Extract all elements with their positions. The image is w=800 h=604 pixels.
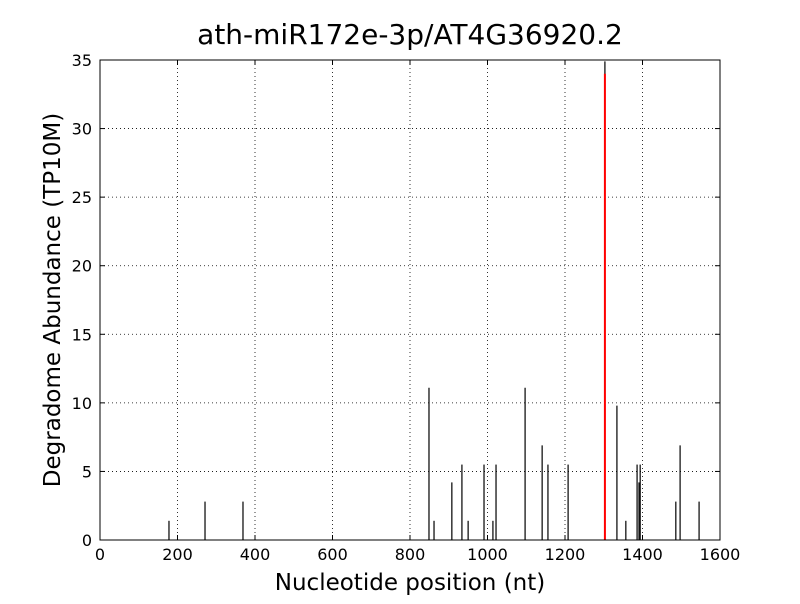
x-tick-label: 0 (95, 545, 105, 564)
x-tick-label: 1600 (700, 545, 741, 564)
y-tick-label: 0 (82, 531, 92, 550)
y-tick-label: 10 (72, 394, 92, 413)
x-tick-label: 400 (240, 545, 271, 564)
y-tick-label: 20 (72, 257, 92, 276)
y-tick-label: 15 (72, 325, 92, 344)
y-tick-label: 5 (82, 462, 92, 481)
x-tick-label: 200 (162, 545, 193, 564)
plot-frame (99, 59, 721, 541)
x-axis-label: Nucleotide position (nt) (275, 570, 545, 596)
y-axis-label: Degradome Abundance (TP10M) (40, 113, 66, 487)
x-tick-label: 1400 (622, 545, 663, 564)
y-tick-label: 25 (72, 188, 92, 207)
chart-title: ath-miR172e-3p/AT4G36920.2 (197, 18, 623, 51)
x-tick-label: 1000 (467, 545, 508, 564)
x-tick-label: 600 (317, 545, 348, 564)
x-tick-label: 800 (395, 545, 426, 564)
x-tick-label: 1200 (545, 545, 586, 564)
y-tick-label: 30 (72, 120, 92, 139)
y-tick-label: 35 (72, 51, 92, 70)
